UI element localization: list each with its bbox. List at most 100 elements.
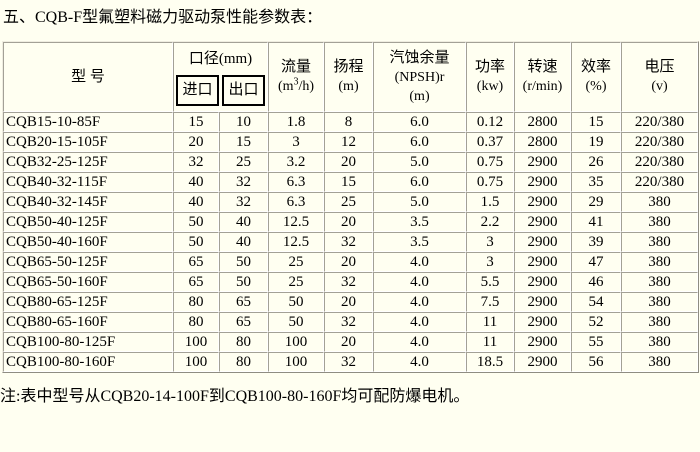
- table-row: CQB80-65-125F 80 65 50 20 4.0 7.5 2900 5…: [3, 292, 698, 312]
- header-npsh-line2: (NPSH)r: [394, 69, 445, 85]
- outlet-diameter-cell: 40: [219, 212, 268, 232]
- head-cell: 20: [324, 292, 373, 312]
- head-cell: 8: [324, 112, 373, 132]
- inlet-diameter-cell: 80: [173, 292, 219, 312]
- outlet-diameter-cell: 32: [219, 172, 268, 192]
- head-cell: 15: [324, 172, 373, 192]
- npsh-cell: 5.0: [373, 152, 466, 172]
- model-cell: CQB100-80-160F: [3, 352, 173, 372]
- outlet-diameter-cell: 40: [219, 232, 268, 252]
- efficiency-cell: 56: [571, 352, 621, 372]
- flow-cell: 6.3: [268, 192, 324, 212]
- table-row: CQB100-80-160F 100 80 100 32 4.0 18.5 29…: [3, 352, 698, 372]
- model-cell: CQB40-32-115F: [3, 172, 173, 192]
- power-cell: 0.75: [466, 172, 514, 192]
- header-speed: 转速 (r/min): [514, 42, 571, 112]
- table-row: CQB40-32-145F 40 32 6.3 25 5.0 1.5 2900 …: [3, 192, 698, 212]
- voltage-cell: 220/380: [621, 172, 698, 192]
- header-efficiency: 效率 (%): [571, 42, 621, 112]
- flow-cell: 50: [268, 292, 324, 312]
- outlet-diameter-cell: 80: [219, 332, 268, 352]
- model-cell: CQB80-65-160F: [3, 312, 173, 332]
- npsh-cell: 4.0: [373, 272, 466, 292]
- model-cell: CQB100-80-125F: [3, 332, 173, 352]
- flow-cell: 6.3: [268, 172, 324, 192]
- power-cell: 0.37: [466, 132, 514, 152]
- table-row: CQB50-40-160F 50 40 12.5 32 3.5 3 2900 3…: [3, 232, 698, 252]
- flow-cell: 1.8: [268, 112, 324, 132]
- npsh-cell: 4.0: [373, 312, 466, 332]
- head-cell: 32: [324, 352, 373, 372]
- inlet-diameter-cell: 32: [173, 152, 219, 172]
- power-cell: 7.5: [466, 292, 514, 312]
- efficiency-cell: 47: [571, 252, 621, 272]
- voltage-cell: 380: [621, 252, 698, 272]
- inlet-diameter-cell: 100: [173, 332, 219, 352]
- outlet-diameter-cell: 10: [219, 112, 268, 132]
- power-cell: 1.5: [466, 192, 514, 212]
- npsh-cell: 6.0: [373, 112, 466, 132]
- header-power-name: 功率: [474, 59, 505, 75]
- efficiency-cell: 29: [571, 192, 621, 212]
- model-cell: CQB32-25-125F: [3, 152, 173, 172]
- power-cell: 11: [466, 332, 514, 352]
- head-cell: 32: [324, 272, 373, 292]
- speed-cell: 2900: [514, 312, 571, 332]
- power-cell: 11: [466, 312, 514, 332]
- power-cell: 0.75: [466, 152, 514, 172]
- power-cell: 5.5: [466, 272, 514, 292]
- inlet-diameter-cell: 65: [173, 252, 219, 272]
- efficiency-cell: 15: [571, 112, 621, 132]
- speed-cell: 2900: [514, 232, 571, 252]
- header-speed-unit: (r/min): [522, 79, 563, 94]
- outlet-diameter-cell: 65: [219, 292, 268, 312]
- npsh-cell: 4.0: [373, 352, 466, 372]
- model-cell: CQB65-50-160F: [3, 272, 173, 292]
- flow-cell: 25: [268, 272, 324, 292]
- voltage-cell: 380: [621, 332, 698, 352]
- voltage-cell: 380: [621, 192, 698, 212]
- npsh-cell: 5.0: [373, 192, 466, 212]
- efficiency-cell: 41: [571, 212, 621, 232]
- table-row: CQB100-80-125F 100 80 100 20 4.0 11 2900…: [3, 332, 698, 352]
- header-efficiency-name: 效率: [580, 59, 611, 75]
- voltage-cell: 380: [621, 352, 698, 372]
- voltage-cell: 380: [621, 212, 698, 232]
- flow-cell: 3: [268, 132, 324, 152]
- efficiency-cell: 35: [571, 172, 621, 192]
- speed-cell: 2900: [514, 192, 571, 212]
- efficiency-cell: 55: [571, 332, 621, 352]
- inlet-diameter-cell: 20: [173, 132, 219, 152]
- header-npsh: 汽蚀余量 (NPSH)r (m): [373, 42, 466, 112]
- header-model: 型 号: [3, 42, 173, 112]
- header-efficiency-unit: (%): [585, 79, 607, 94]
- efficiency-cell: 46: [571, 272, 621, 292]
- header-power: 功率 (kw): [466, 42, 514, 112]
- header-voltage-unit: (v): [651, 79, 668, 94]
- speed-cell: 2900: [514, 212, 571, 232]
- power-cell: 2.2: [466, 212, 514, 232]
- header-npsh-line3: (m): [409, 88, 430, 104]
- model-cell: CQB80-65-125F: [3, 292, 173, 312]
- inlet-diameter-cell: 65: [173, 272, 219, 292]
- table-row: CQB40-32-115F 40 32 6.3 15 6.0 0.75 2900…: [3, 172, 698, 192]
- inlet-diameter-cell: 80: [173, 312, 219, 332]
- model-cell: CQB50-40-160F: [3, 232, 173, 252]
- voltage-cell: 380: [621, 232, 698, 252]
- outlet-diameter-cell: 25: [219, 152, 268, 172]
- speed-cell: 2900: [514, 152, 571, 172]
- flow-cell: 50: [268, 312, 324, 332]
- efficiency-cell: 26: [571, 152, 621, 172]
- inlet-diameter-cell: 50: [173, 212, 219, 232]
- npsh-cell: 3.5: [373, 232, 466, 252]
- inlet-diameter-cell: 15: [173, 112, 219, 132]
- head-cell: 20: [324, 332, 373, 352]
- inlet-diameter-cell: 40: [173, 172, 219, 192]
- speed-cell: 2900: [514, 352, 571, 372]
- flow-cell: 12.5: [268, 232, 324, 252]
- model-cell: CQB15-10-85F: [3, 112, 173, 132]
- outlet-diameter-cell: 50: [219, 252, 268, 272]
- table-row: CQB50-40-125F 50 40 12.5 20 3.5 2.2 2900…: [3, 212, 698, 232]
- header-speed-name: 转速: [527, 59, 558, 75]
- npsh-cell: 4.0: [373, 332, 466, 352]
